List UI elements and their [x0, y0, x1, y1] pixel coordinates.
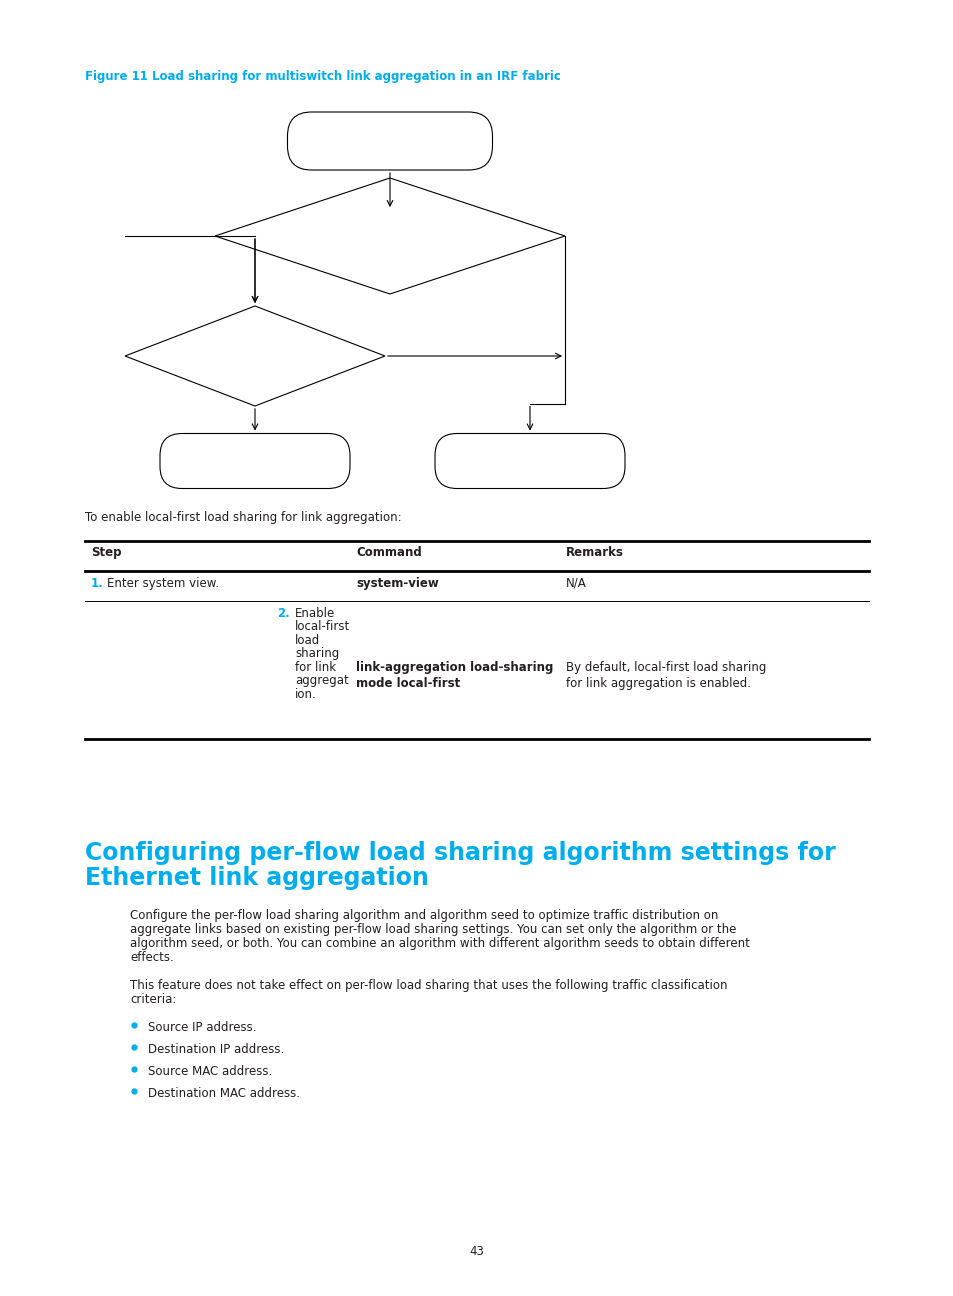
Text: Command: Command — [355, 546, 421, 559]
Text: Step: Step — [91, 546, 121, 559]
Text: Source MAC address.: Source MAC address. — [148, 1065, 272, 1078]
Text: Enable: Enable — [294, 607, 335, 619]
Text: local-first: local-first — [294, 621, 350, 634]
Text: sharing: sharing — [294, 648, 339, 661]
Polygon shape — [125, 306, 385, 406]
Text: load: load — [294, 634, 320, 647]
Text: Configuring per-flow load sharing algorithm settings for: Configuring per-flow load sharing algori… — [85, 841, 835, 864]
Text: 43: 43 — [469, 1245, 484, 1258]
Polygon shape — [214, 178, 564, 294]
Text: 2.: 2. — [276, 607, 290, 619]
Text: By default, local-first load sharing: By default, local-first load sharing — [565, 661, 765, 674]
Text: Destination MAC address.: Destination MAC address. — [148, 1087, 299, 1100]
Text: N/A: N/A — [565, 577, 586, 590]
Text: criteria:: criteria: — [130, 993, 176, 1006]
Text: Source IP address.: Source IP address. — [148, 1021, 256, 1034]
Text: aggregat: aggregat — [294, 674, 349, 687]
Text: Destination IP address.: Destination IP address. — [148, 1043, 284, 1056]
Text: link-aggregation load-sharing: link-aggregation load-sharing — [355, 661, 553, 674]
Text: Figure 11 Load sharing for multiswitch link aggregation in an IRF fabric: Figure 11 Load sharing for multiswitch l… — [85, 70, 560, 83]
Text: for link: for link — [294, 661, 335, 674]
Text: Enter system view.: Enter system view. — [107, 577, 219, 590]
Text: algorithm seed, or both. You can combine an algorithm with different algorithm s: algorithm seed, or both. You can combine… — [130, 937, 749, 950]
Text: system-view: system-view — [355, 577, 438, 590]
Text: aggregate links based on existing per-flow load sharing settings. You can set on: aggregate links based on existing per-fl… — [130, 923, 736, 936]
FancyBboxPatch shape — [287, 111, 492, 170]
Text: Remarks: Remarks — [565, 546, 623, 559]
FancyBboxPatch shape — [160, 433, 350, 489]
Text: 1.: 1. — [91, 577, 104, 590]
FancyBboxPatch shape — [435, 433, 624, 489]
Text: Configure the per-flow load sharing algorithm and algorithm seed to optimize tra: Configure the per-flow load sharing algo… — [130, 908, 718, 921]
Text: ion.: ion. — [294, 688, 316, 701]
Text: for link aggregation is enabled.: for link aggregation is enabled. — [565, 677, 750, 689]
Text: This feature does not take effect on per-flow load sharing that uses the followi: This feature does not take effect on per… — [130, 978, 727, 991]
Text: effects.: effects. — [130, 951, 173, 964]
Text: Ethernet link aggregation: Ethernet link aggregation — [85, 866, 429, 890]
Text: mode local-first: mode local-first — [355, 677, 459, 689]
Text: To enable local-first load sharing for link aggregation:: To enable local-first load sharing for l… — [85, 511, 401, 524]
